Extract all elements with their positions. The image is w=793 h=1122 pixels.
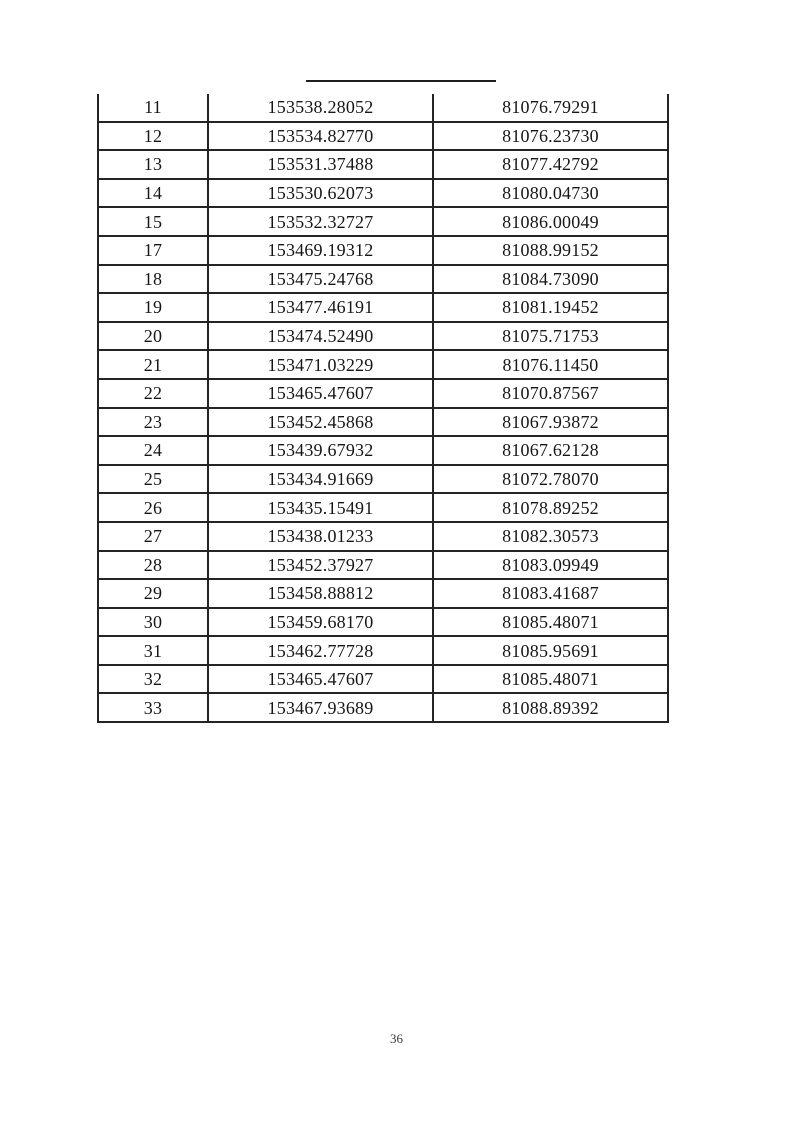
table-row: 32 153465.47607 81085.48071	[97, 663, 669, 695]
value-y-cell: 81076.79291	[432, 94, 669, 123]
table-row: 26 153435.15491 81078.89252	[97, 492, 669, 523]
value-x-cell: 153459.68170	[207, 606, 434, 638]
table-row: 17 153469.19312 81088.99152	[97, 234, 669, 266]
value-x-cell: 153531.37488	[207, 149, 434, 180]
value-x-cell: 153452.37927	[207, 549, 434, 581]
row-index-cell: 17	[97, 234, 209, 266]
row-index-cell: 32	[97, 663, 209, 695]
value-x-cell: 153534.82770	[207, 120, 434, 152]
value-y-cell: 81067.62128	[432, 435, 669, 466]
value-y-cell: 81072.78070	[432, 463, 669, 495]
value-y-cell: 81084.73090	[432, 263, 669, 295]
value-y-cell: 81086.00049	[432, 206, 669, 237]
row-index-cell: 12	[97, 120, 209, 152]
row-index-cell: 24	[97, 435, 209, 466]
row-index-cell: 27	[97, 520, 209, 552]
table-top-border-fragment	[306, 80, 496, 82]
value-y-cell: 81067.93872	[432, 406, 669, 438]
table-row: 22 153465.47607 81070.87567	[97, 377, 669, 409]
value-y-cell: 81085.95691	[432, 635, 669, 666]
value-y-cell: 81088.89392	[432, 692, 669, 724]
value-y-cell: 81082.30573	[432, 520, 669, 552]
value-x-cell: 153452.45868	[207, 406, 434, 438]
value-x-cell: 153438.01233	[207, 520, 434, 552]
row-index-cell: 21	[97, 349, 209, 380]
table-row: 23 153452.45868 81067.93872	[97, 406, 669, 438]
row-index-cell: 25	[97, 463, 209, 495]
row-index-cell: 15	[97, 206, 209, 237]
value-x-cell: 153465.47607	[207, 663, 434, 695]
table-row: 11 153538.28052 81076.79291	[97, 94, 669, 123]
row-index-cell: 33	[97, 692, 209, 724]
value-y-cell: 81083.09949	[432, 549, 669, 581]
table-row: 13 153531.37488 81077.42792	[97, 149, 669, 180]
value-x-cell: 153538.28052	[207, 94, 434, 123]
table-row: 28 153452.37927 81083.09949	[97, 549, 669, 581]
table-row: 12 153534.82770 81076.23730	[97, 120, 669, 152]
table-row: 25 153434.91669 81072.78070	[97, 463, 669, 495]
value-y-cell: 81081.19452	[432, 292, 669, 323]
value-y-cell: 81078.89252	[432, 492, 669, 523]
table-row: 27 153438.01233 81082.30573	[97, 520, 669, 552]
value-y-cell: 81088.99152	[432, 234, 669, 266]
table-row: 14 153530.62073 81080.04730	[97, 177, 669, 209]
table-row: 20 153474.52490 81075.71753	[97, 320, 669, 352]
value-y-cell: 81075.71753	[432, 320, 669, 352]
value-x-cell: 153434.91669	[207, 463, 434, 495]
row-index-cell: 11	[97, 94, 209, 123]
table-row: 21 153471.03229 81076.11450	[97, 349, 669, 380]
row-index-cell: 13	[97, 149, 209, 180]
row-index-cell: 20	[97, 320, 209, 352]
page-number: 36	[390, 1031, 403, 1046]
row-index-cell: 30	[97, 606, 209, 638]
value-y-cell: 81080.04730	[432, 177, 669, 209]
value-y-cell: 81076.23730	[432, 120, 669, 152]
value-x-cell: 153462.77728	[207, 635, 434, 666]
value-y-cell: 81077.42792	[432, 149, 669, 180]
row-index-cell: 18	[97, 263, 209, 295]
value-x-cell: 153477.46191	[207, 292, 434, 323]
value-y-cell: 81076.11450	[432, 349, 669, 380]
value-x-cell: 153469.19312	[207, 234, 434, 266]
value-x-cell: 153467.93689	[207, 692, 434, 724]
value-x-cell: 153471.03229	[207, 349, 434, 380]
value-y-cell: 81070.87567	[432, 377, 669, 409]
value-x-cell: 153465.47607	[207, 377, 434, 409]
row-index-cell: 29	[97, 578, 209, 609]
value-x-cell: 153474.52490	[207, 320, 434, 352]
table-row: 24 153439.67932 81067.62128	[97, 435, 669, 466]
row-index-cell: 23	[97, 406, 209, 438]
row-index-cell: 26	[97, 492, 209, 523]
table-row: 30 153459.68170 81085.48071	[97, 606, 669, 638]
value-x-cell: 153475.24768	[207, 263, 434, 295]
value-y-cell: 81085.48071	[432, 606, 669, 638]
value-x-cell: 153439.67932	[207, 435, 434, 466]
value-x-cell: 153435.15491	[207, 492, 434, 523]
table-row: 29 153458.88812 81083.41687	[97, 578, 669, 609]
row-index-cell: 14	[97, 177, 209, 209]
value-x-cell: 153530.62073	[207, 177, 434, 209]
row-index-cell: 28	[97, 549, 209, 581]
table-row: 18 153475.24768 81084.73090	[97, 263, 669, 295]
row-index-cell: 22	[97, 377, 209, 409]
table-row: 19 153477.46191 81081.19452	[97, 292, 669, 323]
coordinate-table: 11 153538.28052 81076.79291 12 153534.82770 8…	[97, 94, 669, 724]
table-row: 31 153462.77728 81085.95691	[97, 635, 669, 666]
value-x-cell: 153532.32727	[207, 206, 434, 237]
value-y-cell: 81085.48071	[432, 663, 669, 695]
table-body: 11 153538.28052 81076.79291 12 153534.82770 8…	[97, 94, 669, 724]
table-row: 15 153532.32727 81086.00049	[97, 206, 669, 237]
value-x-cell: 153458.88812	[207, 578, 434, 609]
table-row: 33 153467.93689 81088.89392	[97, 692, 669, 724]
value-y-cell: 81083.41687	[432, 578, 669, 609]
row-index-cell: 19	[97, 292, 209, 323]
row-index-cell: 31	[97, 635, 209, 666]
